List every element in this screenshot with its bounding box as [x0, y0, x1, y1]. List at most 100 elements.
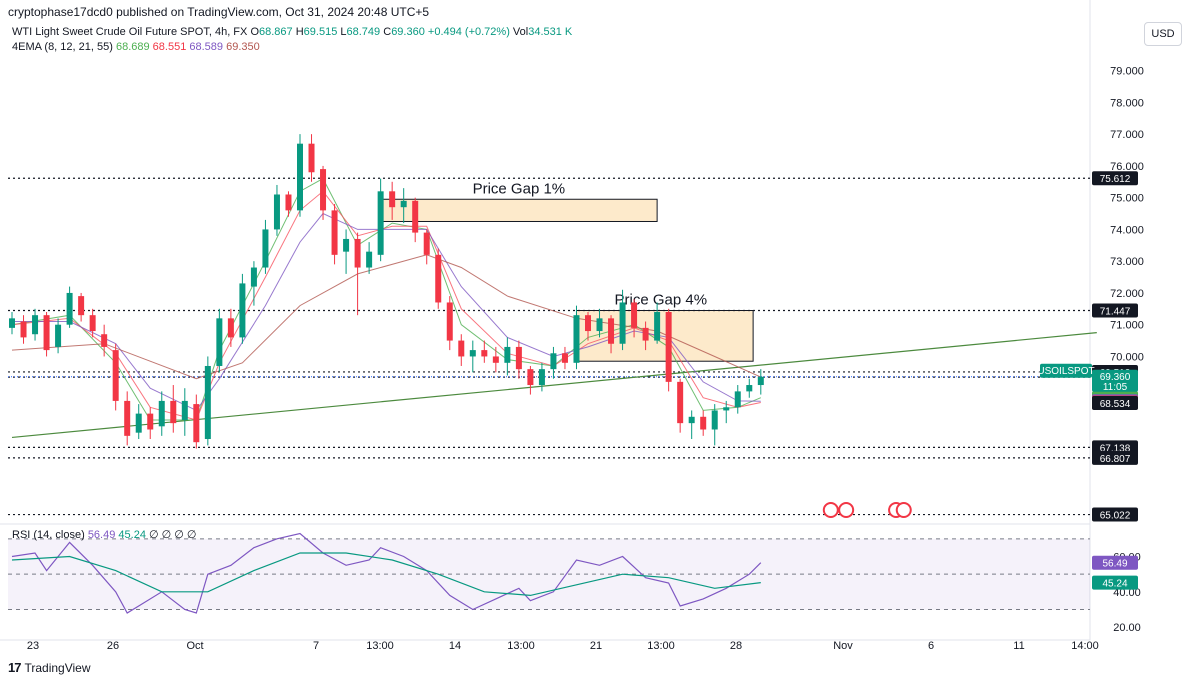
ema-21-value: 68.589 [189, 41, 224, 53]
x-tick-label: Oct [186, 640, 203, 652]
candle [227, 308, 234, 347]
rsi-label: RSI (14, close) [12, 529, 85, 541]
candle [596, 308, 603, 338]
y-tick-label: 74.000 [1110, 224, 1144, 236]
open-value: 68.867 [259, 26, 293, 38]
candle [746, 378, 753, 398]
candle-body [366, 251, 373, 268]
rsi-value: 56.49 [87, 529, 116, 541]
candle-body [723, 407, 730, 411]
candle-body [227, 318, 234, 338]
candle-body [43, 315, 50, 351]
candle-body [170, 400, 177, 424]
candle [9, 311, 15, 335]
x-tick-label: 13:00 [507, 640, 535, 652]
candle-body [239, 283, 246, 338]
high-value: 69.515 [303, 26, 338, 38]
candle [20, 315, 27, 344]
candle-body [285, 194, 292, 211]
candle-body [216, 318, 223, 366]
candle-body [101, 334, 108, 347]
x-tick-label: 23 [27, 640, 39, 652]
candle-body [273, 194, 280, 230]
candle-body [734, 391, 741, 408]
ema-8-value: 68.689 [115, 41, 150, 53]
candle-body [78, 296, 85, 316]
candle [734, 385, 741, 414]
low-value: 68.749 [346, 26, 381, 38]
candle [423, 229, 430, 265]
candle-body [492, 356, 499, 363]
rsi-signal-value: 45.24 [118, 529, 146, 541]
currency-selector[interactable]: USD [1144, 22, 1182, 46]
open-label: O [250, 26, 259, 38]
economic-event-icon [822, 502, 839, 518]
candle [757, 369, 764, 395]
candle [677, 378, 684, 433]
price-gap-zone [575, 310, 754, 362]
price-label: 68.534 [1100, 399, 1131, 410]
rsi-band [8, 538, 1090, 610]
candle [538, 362, 545, 392]
low-label: L [340, 26, 347, 38]
candle-body [538, 369, 545, 386]
candle-body [527, 369, 534, 386]
tradingview-brand[interactable]: 17 TradingView [8, 660, 91, 675]
rsi-line [11, 532, 762, 614]
current-price-value: 69.360 [1100, 372, 1131, 383]
candle [181, 388, 188, 436]
rsi-signal-line [11, 552, 761, 597]
candle [285, 191, 292, 217]
candle-body [389, 191, 396, 208]
price-label: 67.138 [1100, 443, 1131, 454]
rsi-value-box [1092, 555, 1138, 570]
candle [504, 337, 511, 376]
candle-body [481, 350, 488, 357]
x-tick-label: 14:00 [1071, 640, 1099, 652]
publisher-line: cryptophase17dcd0 published on TradingVi… [8, 5, 430, 19]
candle [631, 299, 638, 338]
candle-body [757, 376, 764, 386]
candle-body [458, 340, 465, 357]
candle [400, 188, 407, 224]
tradingview-logo-icon: 17 [8, 660, 22, 675]
candle-body [746, 385, 753, 392]
candle [458, 334, 465, 366]
symbol-label-box [1040, 363, 1092, 378]
candle-body [504, 346, 511, 363]
candle-body [631, 302, 638, 328]
y-tick-label: 73.000 [1110, 256, 1144, 268]
price-label: 71.447 [1100, 307, 1131, 318]
candle [619, 289, 626, 351]
candle [101, 324, 108, 357]
ema-12-value: 68.551 [152, 41, 187, 53]
candle [446, 296, 453, 351]
candle-body [343, 238, 350, 252]
candle [297, 134, 303, 217]
candle-body [642, 327, 649, 341]
candle [343, 229, 350, 274]
price-label: 75.612 [1100, 174, 1131, 185]
x-tick-label: 6 [928, 640, 934, 652]
candle [561, 346, 568, 370]
candle-body [331, 210, 338, 255]
candle-body [377, 191, 384, 255]
candle-body [423, 232, 430, 255]
candle [66, 286, 73, 328]
candle-body [711, 410, 718, 430]
candle [492, 346, 499, 373]
rsi-value-label: 45.24 [1102, 579, 1127, 590]
rsi-value-box [1092, 575, 1138, 590]
candle [193, 394, 200, 449]
candle [262, 219, 269, 274]
candle [377, 178, 384, 262]
economic-event-icon [838, 502, 855, 518]
candle [481, 340, 488, 363]
rsi-value-label: 56.49 [1102, 559, 1127, 570]
y-tick-label: 78.000 [1110, 97, 1144, 109]
price-gap-label: Price Gap 4% [615, 292, 708, 309]
rsi-tick-label: 20.00 [1113, 622, 1141, 634]
candle [435, 248, 442, 309]
x-tick-label: 13:00 [366, 640, 394, 652]
